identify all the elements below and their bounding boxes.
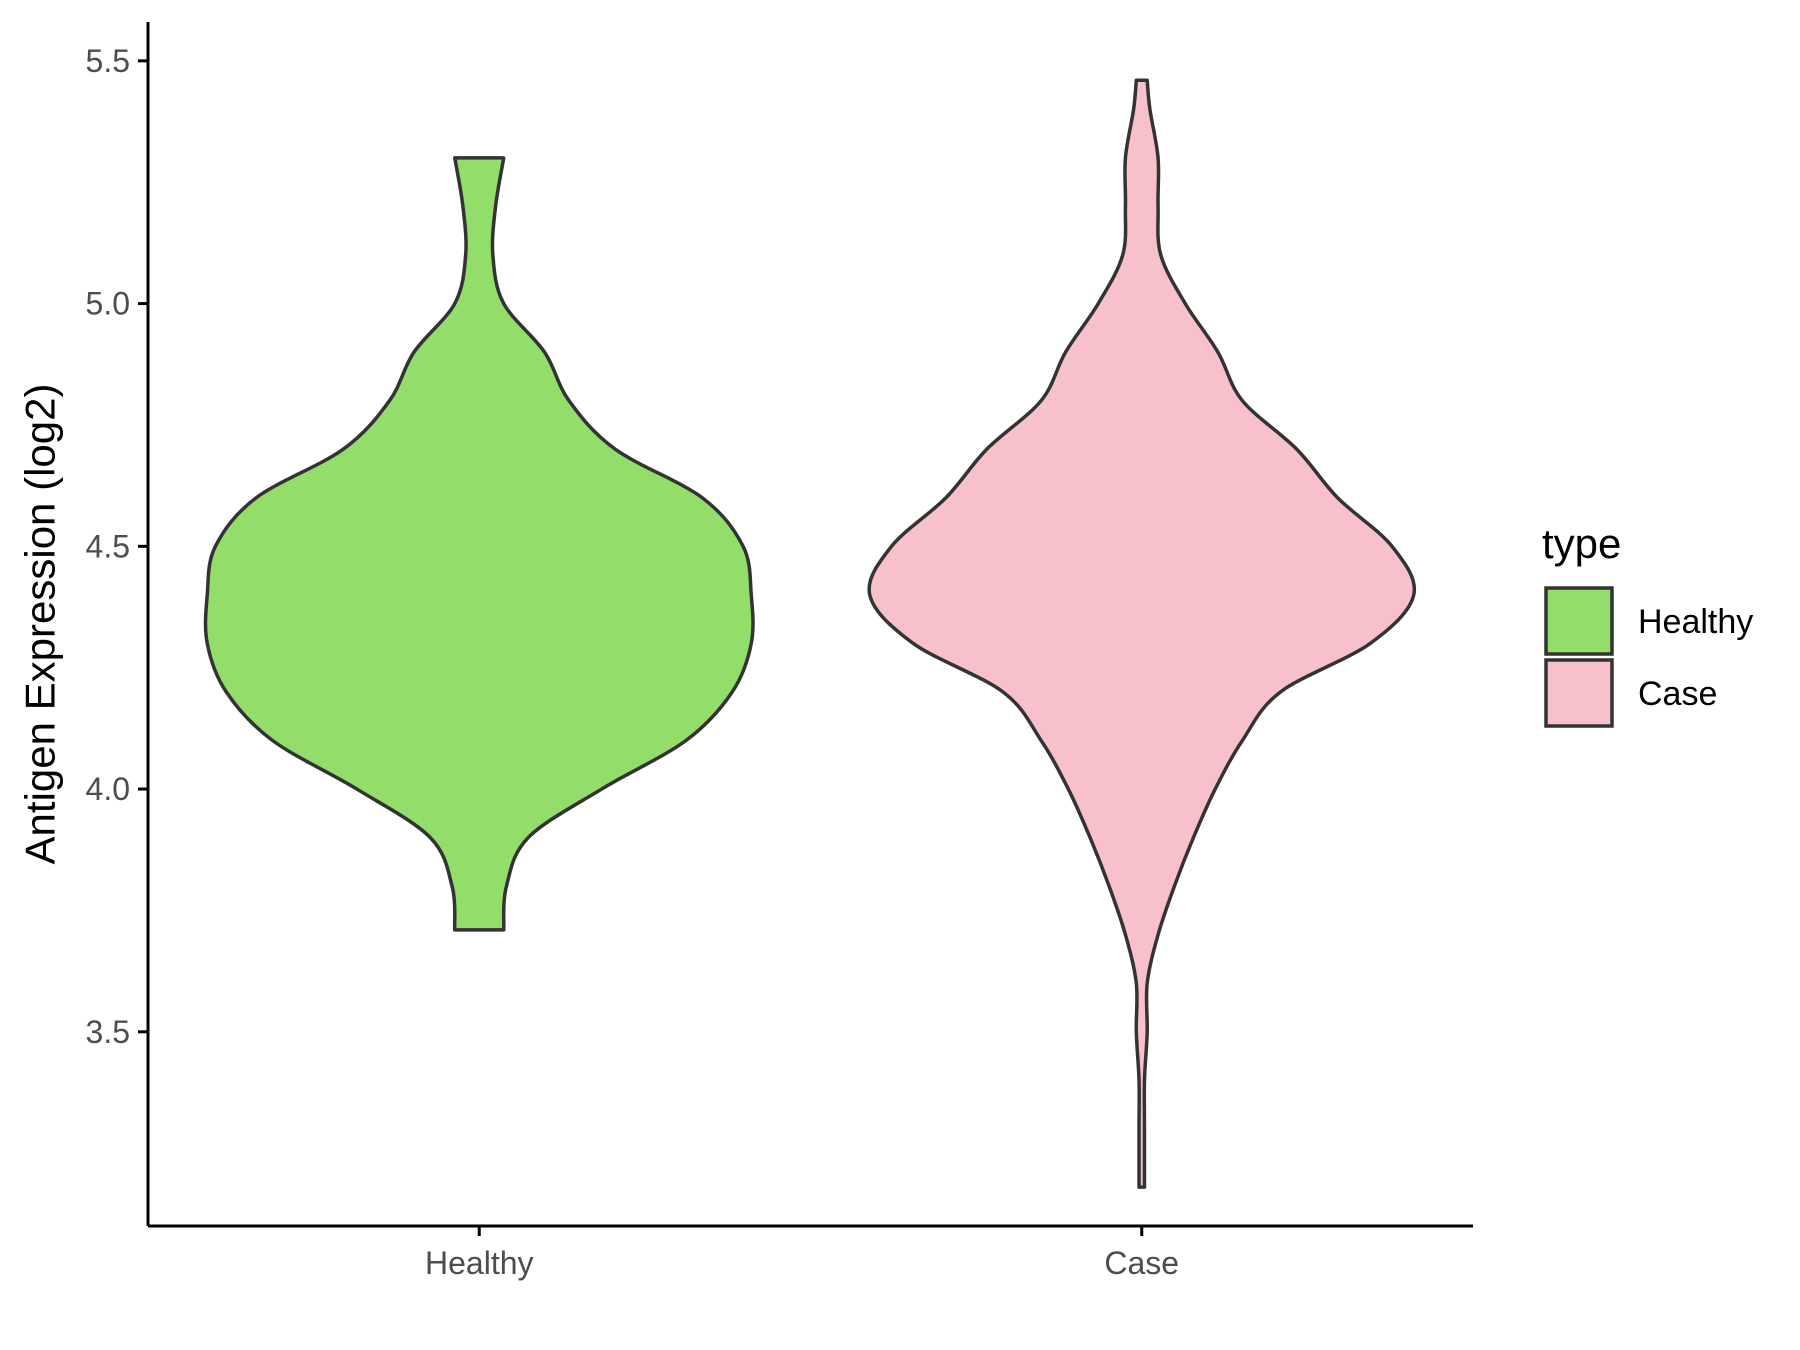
- x-tick-label: Healthy: [425, 1245, 534, 1281]
- y-tick-label: 4.5: [86, 528, 130, 564]
- legend-title: type: [1542, 520, 1621, 567]
- y-tick-label: 3.5: [86, 1014, 130, 1050]
- y-tick-label: 5.5: [86, 43, 130, 79]
- legend: type Healthy Case: [1542, 520, 1753, 728]
- violin-case: [867, 78, 1417, 1189]
- violins-layer: [203, 78, 1417, 1189]
- x-axis-ticks: Healthy Case: [425, 1226, 1179, 1281]
- legend-swatch-healthy: [1544, 586, 1614, 656]
- legend-label-healthy: Healthy: [1638, 603, 1753, 641]
- legend-swatch-case: [1544, 658, 1614, 728]
- y-tick-label: 4.0: [86, 771, 130, 807]
- y-axis-title: Antigen Expression (log2): [17, 384, 64, 865]
- legend-items: Healthy Case: [1544, 586, 1753, 728]
- y-tick-label: 5.0: [86, 286, 130, 322]
- x-tick-label: Case: [1104, 1245, 1179, 1281]
- y-axis-ticks: 3.5 4.0 4.5 5.0 5.5: [86, 43, 148, 1050]
- legend-label-case: Case: [1638, 675, 1717, 713]
- violin-healthy: [203, 156, 755, 932]
